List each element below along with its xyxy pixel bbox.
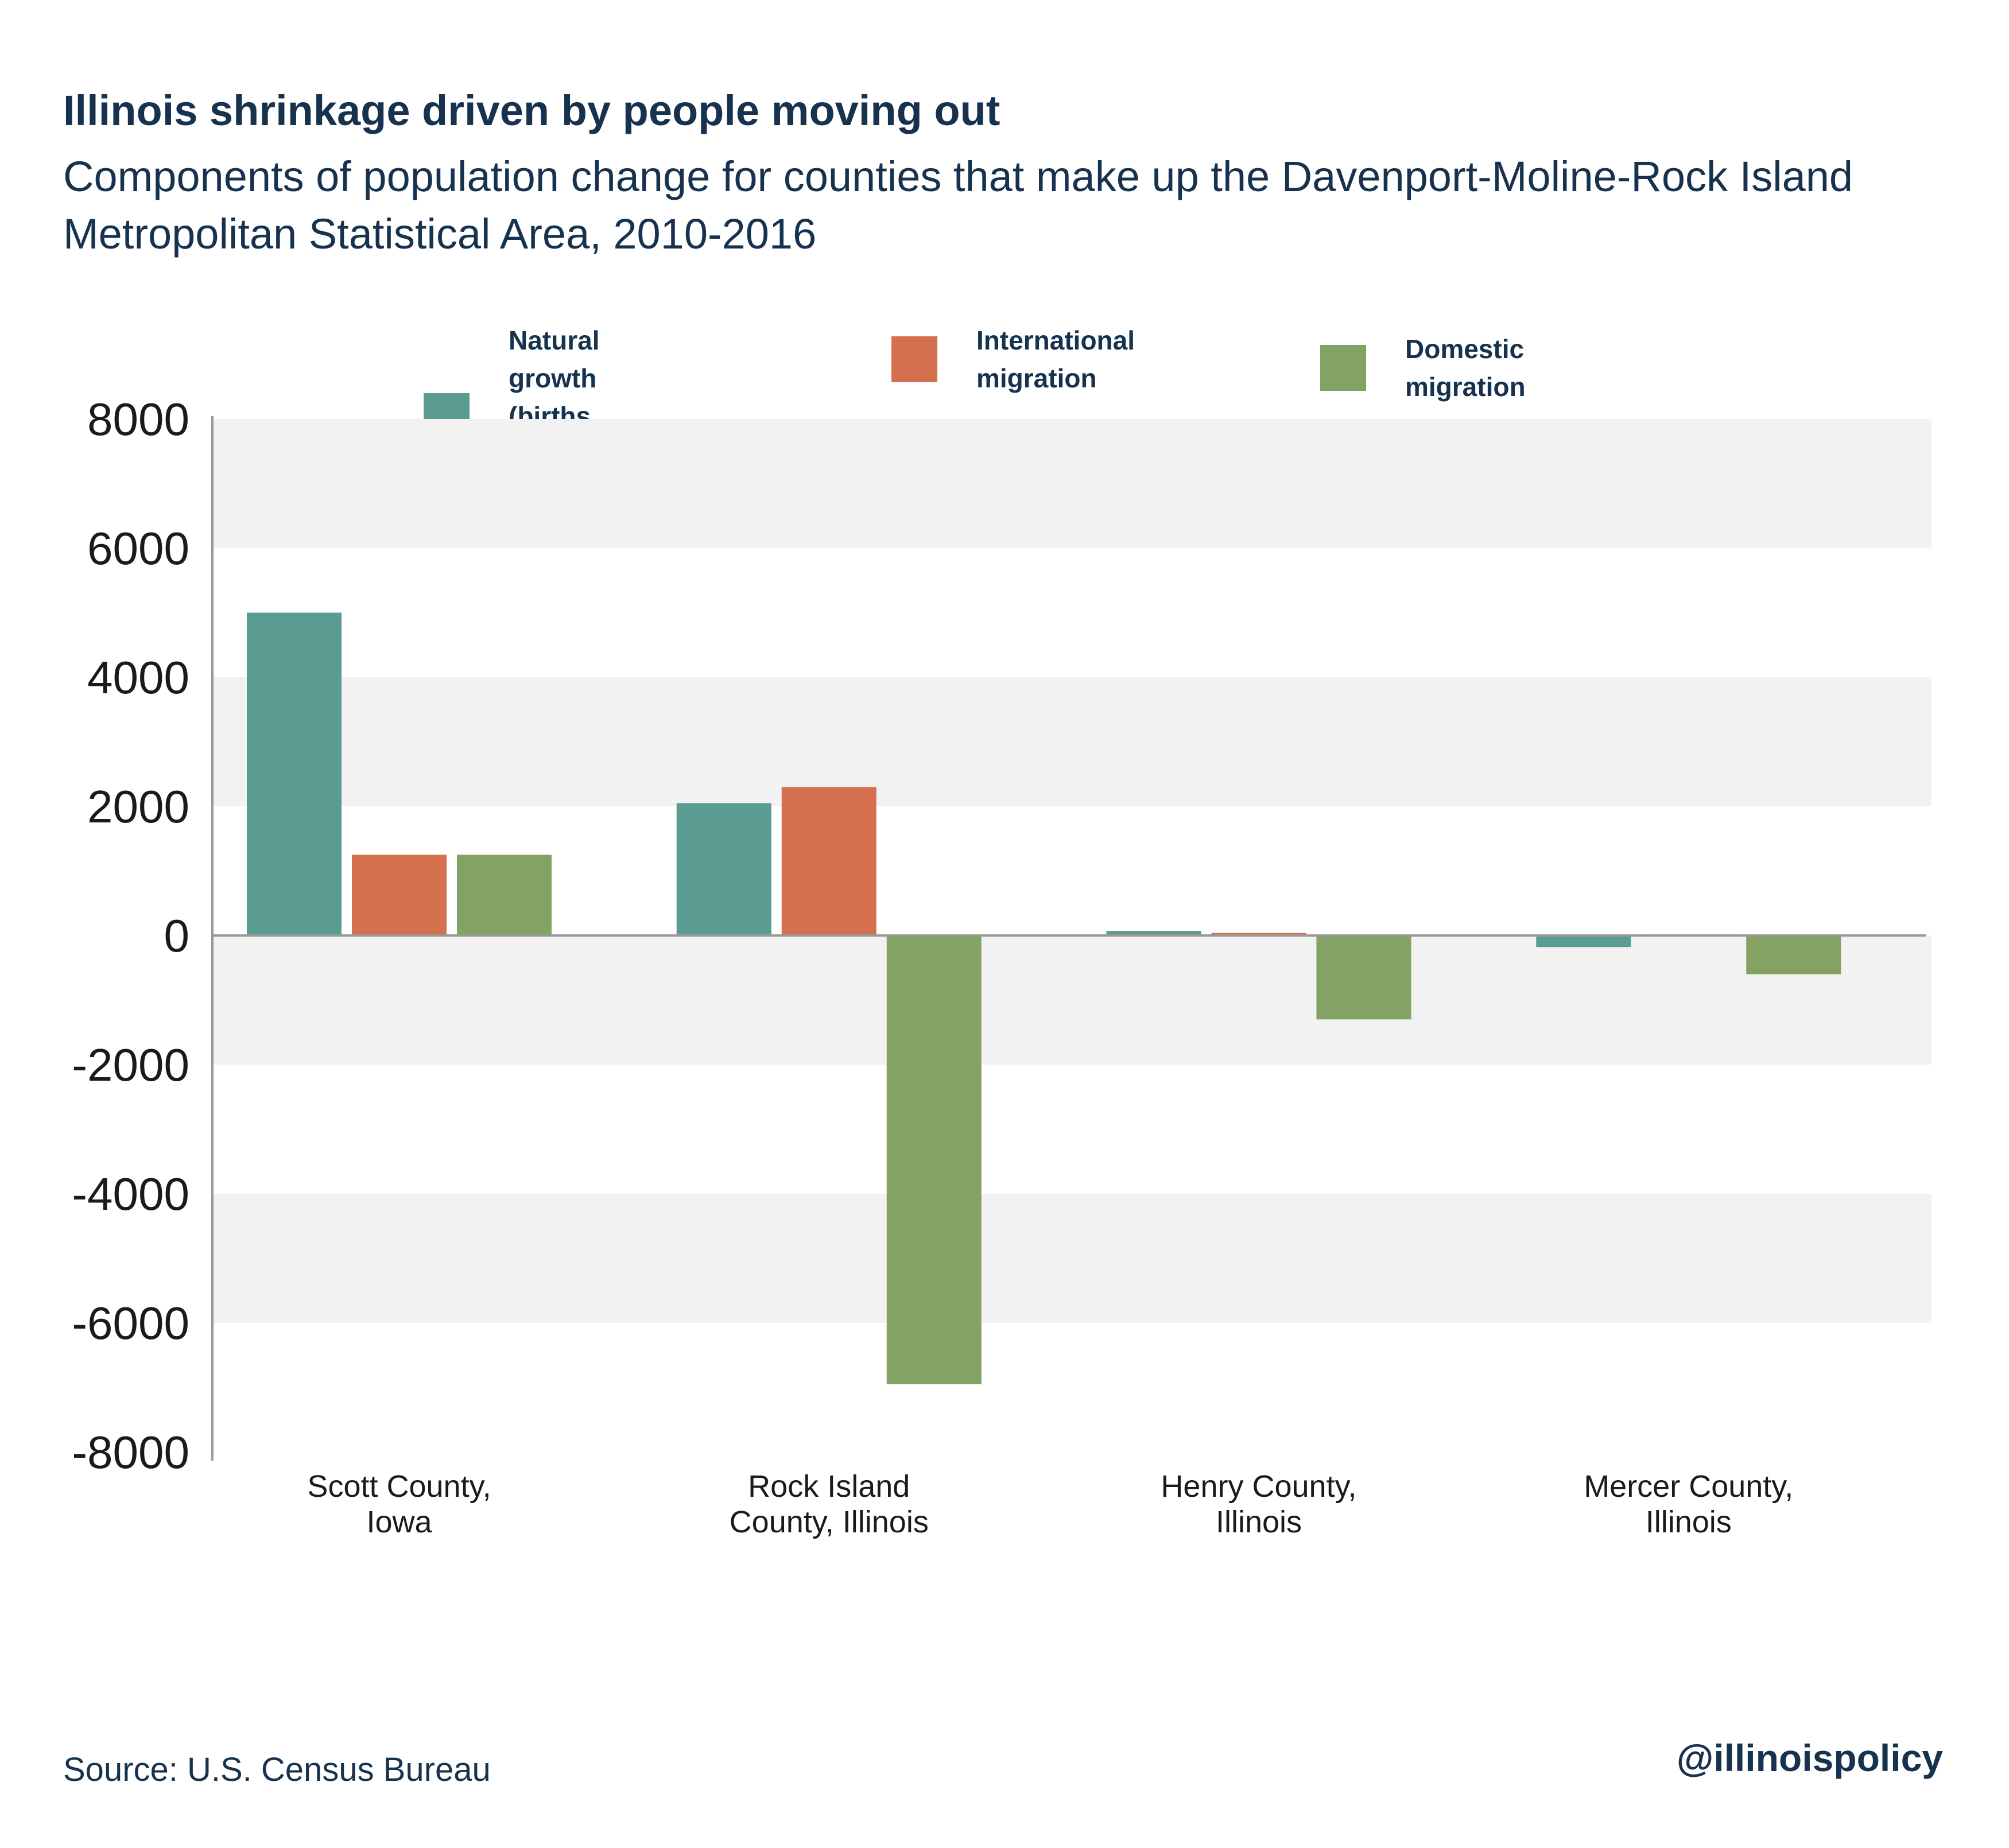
grid-band — [212, 935, 1932, 1065]
y-tick-label: -6000 — [72, 1298, 189, 1349]
bar-s0-c0 — [247, 612, 342, 935]
bar-s0-c1 — [676, 803, 771, 935]
y-tick-label: -8000 — [72, 1427, 189, 1478]
y-tick-label: 6000 — [87, 523, 189, 574]
source-note: Source: U.S. Census Bureau — [63, 1751, 491, 1788]
y-tick-label: -2000 — [72, 1039, 189, 1090]
x-category-label: Illinois — [1646, 1505, 1732, 1539]
y-tick-label: 4000 — [87, 652, 189, 703]
grid-bands — [212, 419, 1932, 1323]
grid-band — [212, 677, 1932, 806]
y-tick-label: 8000 — [87, 394, 189, 445]
x-category-label: County, Illinois — [730, 1505, 929, 1539]
bar-s2-c2 — [1316, 935, 1411, 1020]
bar-s0-c2 — [1106, 931, 1201, 935]
grid-band — [212, 1194, 1932, 1323]
y-tick-label: 0 — [164, 910, 190, 961]
bar-s2-c0 — [457, 855, 552, 935]
legend-label-international-migration: International migration — [976, 325, 1135, 393]
legend-swatch-domestic-migration — [1320, 345, 1366, 391]
legend-swatch-international-migration — [891, 336, 937, 382]
y-tick-label: 2000 — [87, 781, 189, 832]
chart-title: Illinois shrinkage driven by people movi… — [63, 87, 1000, 134]
x-category-label: Illinois — [1216, 1505, 1302, 1539]
x-category-label: Mercer County, — [1584, 1469, 1793, 1504]
x-category-label: Iowa — [366, 1505, 432, 1539]
legend-label-domestic-migration: Domestic migration — [1405, 334, 1526, 402]
y-axis-ticks: 8000 6000 4000 2000 0 -2000 -4000 -6000 -8000 — [72, 394, 189, 1478]
grid-band — [212, 419, 1932, 548]
x-category-label: Rock Island — [748, 1469, 910, 1504]
social-handle: @illinoispolicy — [1676, 1737, 1943, 1779]
legend-item-international-migration: International migration — [891, 321, 1135, 397]
bar-s1-c1 — [781, 787, 876, 935]
x-category-label: Henry County, — [1161, 1469, 1356, 1504]
chart-subtitle: Components of population change for coun… — [63, 153, 1853, 258]
y-tick-label: -4000 — [72, 1168, 189, 1220]
bar-s2-c3 — [1746, 935, 1841, 975]
legend-item-domestic-migration: Domestic migration — [1320, 330, 1526, 406]
bar-s0-c3 — [1536, 935, 1631, 948]
bar-s2-c1 — [886, 935, 982, 1384]
x-category-label: Scott County, — [307, 1469, 491, 1504]
bar-s1-c2 — [1211, 933, 1306, 935]
axes — [211, 416, 1926, 1461]
bars — [247, 612, 1841, 1384]
bar-s1-c0 — [352, 855, 447, 935]
